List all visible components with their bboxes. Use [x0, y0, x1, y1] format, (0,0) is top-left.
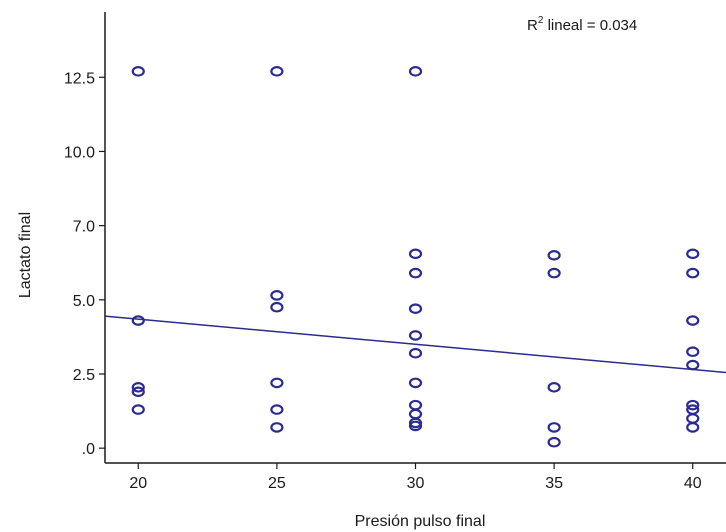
- data-point: [270, 404, 284, 415]
- data-point: [270, 290, 284, 301]
- data-point: [408, 303, 423, 315]
- data-point: [131, 382, 145, 393]
- y-tick-label: 2.5: [73, 367, 95, 384]
- y-tick-label: .0: [82, 441, 95, 458]
- data-point: [408, 399, 423, 411]
- data-point: [408, 248, 423, 260]
- data-point: [408, 408, 423, 420]
- y-tick-label: 5.0: [73, 293, 95, 310]
- data-point: [408, 66, 423, 77]
- data-point: [547, 382, 561, 393]
- data-point: [686, 399, 700, 411]
- data-point: [408, 330, 423, 341]
- data-point: [270, 66, 284, 77]
- data-point: [686, 248, 700, 260]
- data-point: [547, 267, 561, 279]
- data-point: [547, 422, 561, 433]
- data-point: [686, 359, 700, 371]
- x-tick-label: 35: [545, 475, 563, 492]
- data-point: [686, 315, 700, 326]
- y-axis-title: Lactato final: [17, 212, 34, 298]
- data-point: [408, 417, 423, 429]
- x-tick-label: 40: [684, 475, 702, 492]
- data-point: [408, 377, 423, 389]
- x-axis-title: Presión pulso final: [355, 513, 486, 530]
- data-point: [547, 436, 561, 448]
- y-ticks: .0 2.5 5.0 7.0 10.0 12.5: [64, 70, 105, 458]
- fit-line: [104, 315, 726, 374]
- data-point: [131, 404, 145, 415]
- data-point: [686, 346, 700, 358]
- data-point: [686, 267, 700, 279]
- x-tick-label: 20: [129, 475, 147, 492]
- x-tick-label: 25: [268, 475, 286, 492]
- data-point: [270, 422, 284, 433]
- y-tick-label: 12.5: [64, 70, 95, 87]
- r-squared-annotation: R2 lineal = 0.034: [527, 15, 637, 34]
- data-point: [131, 315, 145, 326]
- data-point: [686, 422, 700, 433]
- data-point: [270, 301, 284, 313]
- data-point: [131, 386, 145, 398]
- y-tick-label: 7.0: [73, 219, 95, 236]
- data-point: [408, 347, 423, 359]
- y-tick-label: 10.0: [64, 144, 95, 161]
- data-point: [547, 250, 561, 261]
- points-layer: [131, 66, 700, 448]
- data-point: [408, 420, 423, 432]
- data-point: [131, 66, 145, 77]
- x-ticks: 20 25 30 35 40: [129, 463, 702, 492]
- data-point: [408, 267, 423, 279]
- data-point: [270, 377, 284, 389]
- data-point: [686, 413, 700, 424]
- x-tick-label: 30: [407, 475, 425, 492]
